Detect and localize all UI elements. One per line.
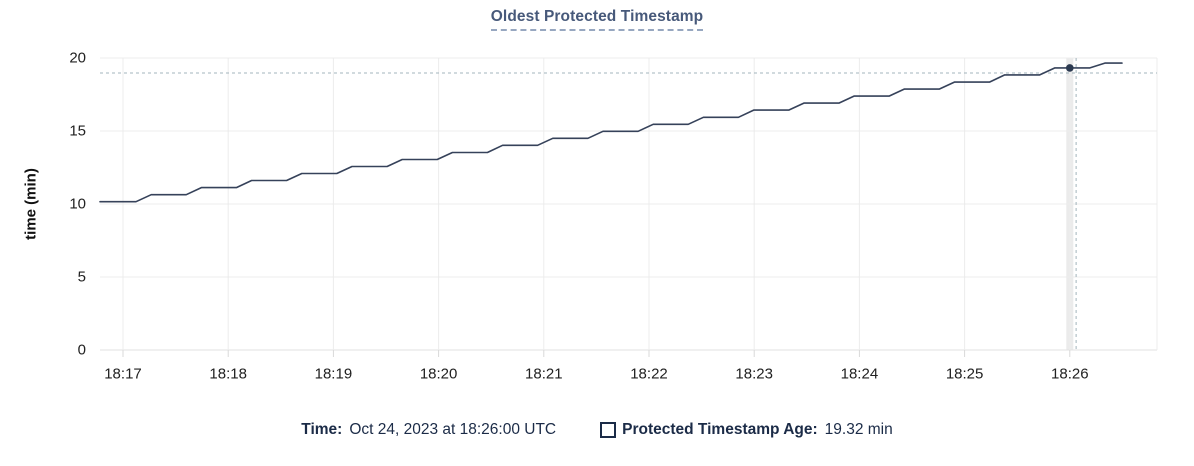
x-tick-label: 18:21	[525, 366, 563, 383]
legend-time-value: Oct 24, 2023 at 18:26:00 UTC	[349, 421, 557, 438]
legend-time-group: Time: Oct 24, 2023 at 18:26:00 UTC	[301, 421, 556, 439]
x-tick-label: 18:26	[1051, 366, 1089, 383]
x-tick-label: 18:23	[735, 366, 773, 383]
series-line	[99, 62, 1123, 203]
x-tick-label: 18:17	[104, 366, 142, 383]
x-tick-label: 18:20	[420, 366, 458, 383]
chart-title[interactable]: Oldest Protected Timestamp	[490, 8, 704, 31]
y-tick-label: 10	[69, 196, 86, 213]
y-tick-label: 5	[78, 269, 86, 286]
legend-series-label: Protected Timestamp Age:	[622, 421, 818, 438]
y-tick-label: 20	[69, 50, 86, 67]
hover-data-point	[1066, 64, 1074, 72]
legend-time-label: Time:	[301, 421, 343, 438]
title-row: Oldest Protected Timestamp	[0, 8, 1194, 31]
y-tick-label: 15	[69, 123, 86, 140]
x-tick-label: 18:25	[946, 366, 984, 383]
chart-plot-area[interactable]: 0 5 10 15 20 18:17 18:18 18:19 18:20 18:21 18:22 18…	[0, 0, 1194, 400]
legend: Time: Oct 24, 2023 at 18:26:00 UTC Prote…	[0, 421, 1194, 439]
series-swatch-icon	[600, 422, 617, 438]
legend-series-toggle[interactable]: Protected Timestamp Age: 19.32 min	[600, 421, 893, 439]
x-tick-label: 18:18	[209, 366, 247, 383]
x-tick-label: 18:19	[315, 366, 353, 383]
y-tick-label: 0	[78, 342, 86, 359]
x-tick-label: 18:24	[841, 366, 879, 383]
legend-series-value: 19.32 min	[824, 421, 893, 438]
x-tick-label: 18:22	[630, 366, 668, 383]
